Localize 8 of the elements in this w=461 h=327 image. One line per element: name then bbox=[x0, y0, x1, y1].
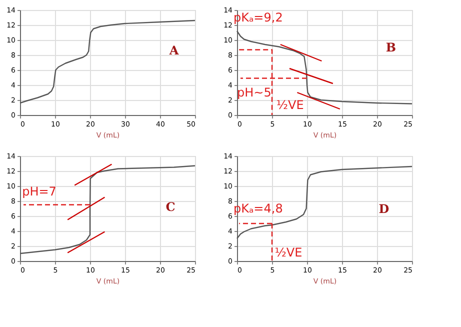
annotation: ½VE bbox=[276, 98, 304, 112]
annotation: D bbox=[378, 202, 390, 216]
annotation: pH=7 bbox=[22, 184, 56, 198]
annotation: B bbox=[386, 40, 396, 54]
annotation: A bbox=[168, 44, 180, 58]
annotation: pH~5 bbox=[237, 86, 272, 100]
annotation: C bbox=[166, 200, 176, 214]
annotation: ½VE bbox=[274, 246, 302, 260]
